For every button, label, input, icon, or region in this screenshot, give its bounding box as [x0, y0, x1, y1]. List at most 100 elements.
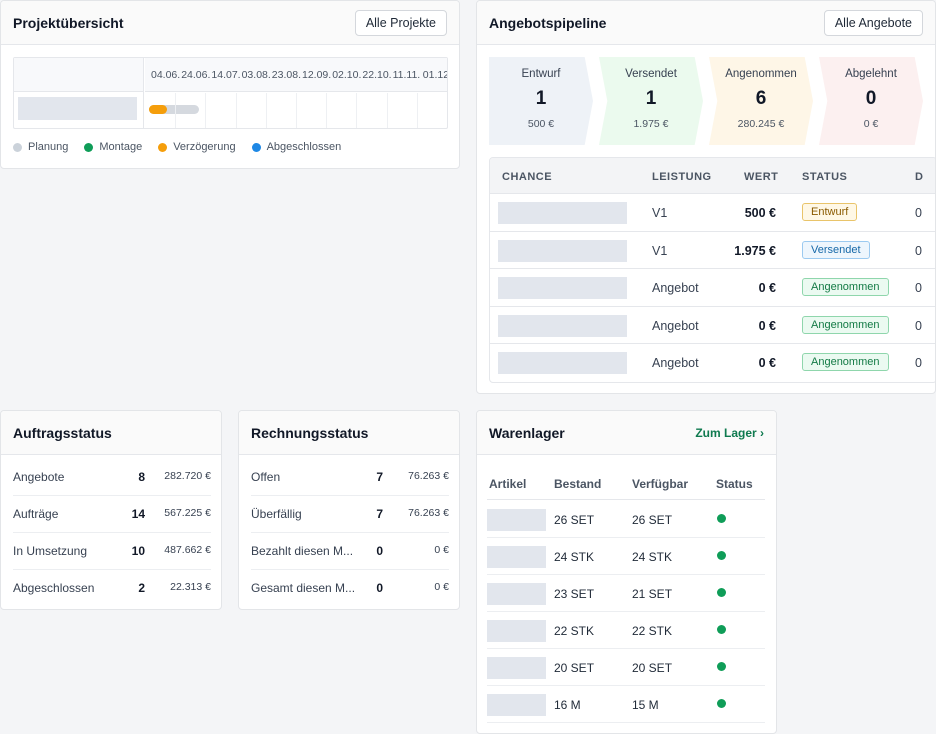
status-count: 14	[131, 507, 145, 521]
inventory-verfuegbar: 24 STK	[632, 550, 673, 564]
status-dot-icon	[717, 588, 726, 597]
status-amount: 487.662 €	[164, 544, 211, 556]
inventory-row[interactable]: 20 SET 20 SET	[487, 649, 765, 686]
col-status: Status	[716, 477, 753, 491]
stage-amount: 0 €	[863, 118, 879, 130]
gantt-date-header: 04.06. 24.06. 14.07. 03.08. 23.08. 12.09. 02.1…	[145, 58, 447, 92]
offer-leistung: V1	[652, 243, 668, 258]
inventory-bestand: 24 STK	[554, 550, 595, 564]
offer-leistung: Angebot	[652, 356, 699, 371]
status-row[interactable]: Bezahlt diesen M... 0 0 €	[251, 533, 449, 570]
stage-amount: 280.245 €	[737, 118, 785, 130]
legend-label: Planung	[28, 141, 69, 153]
chance-placeholder[interactable]	[498, 314, 627, 337]
status-amount: 76.263 €	[408, 470, 449, 482]
col-verfuegbar: Verfügbar	[632, 477, 689, 491]
legend-item: Planung	[13, 141, 68, 153]
status-label: Überfällig	[251, 507, 302, 521]
offer-row[interactable]: Angebot 0 € Angenommen 0	[490, 307, 935, 345]
gantt-gridline	[326, 93, 328, 128]
offer-table-header: CHANCE LEISTUNG WERT STATUS D	[490, 158, 935, 194]
offer-table: CHANCE LEISTUNG WERT STATUS D V1 500 € Ent…	[489, 157, 935, 383]
status-dot-icon	[717, 662, 726, 671]
status-dot-icon	[717, 551, 726, 560]
gantt-date-label: 22.10.	[362, 69, 392, 81]
article-placeholder[interactable]	[487, 546, 546, 568]
col-d: D	[915, 171, 924, 183]
col-status: STATUS	[802, 171, 848, 183]
status-row[interactable]: Überfällig 7 76.263 €	[251, 496, 449, 533]
col-artikel: Artikel	[489, 477, 527, 491]
gantt-legend: Planung Montage Verzögerung Abgeschlossen	[13, 141, 341, 153]
inventory-row[interactable]: 26 SET 26 SET	[487, 501, 765, 538]
project-overview-title: Projektübersicht	[13, 14, 124, 31]
gantt-date-label: 02.10.	[332, 69, 362, 81]
gantt-gridline	[416, 93, 418, 128]
pipeline-stage[interactable]: Entwurf 1 500 €	[489, 57, 593, 145]
offer-status-badge: Entwurf	[802, 203, 858, 221]
gantt-date-label: 14.07.	[211, 69, 241, 81]
col-bestand: Bestand	[554, 477, 602, 491]
offer-wert: 1.975 €	[734, 243, 776, 258]
status-row[interactable]: Offen 7 76.263 €	[251, 459, 449, 496]
status-amount: 0 €	[434, 581, 449, 593]
offer-leistung: V1	[652, 206, 668, 220]
gantt-project-column	[14, 58, 144, 128]
chance-placeholder[interactable]	[498, 277, 627, 300]
offer-date-truncated: 0	[915, 356, 922, 371]
article-placeholder[interactable]	[487, 694, 546, 716]
project-overview-card: Projektübersicht Alle Projekte 04.06. 24.…	[0, 0, 460, 169]
inventory-title: Warenlager	[489, 424, 565, 441]
legend-dot-icon	[84, 142, 94, 152]
project-bar-delay[interactable]	[149, 105, 167, 114]
inventory-row[interactable]: 24 STK 24 STK	[487, 538, 765, 575]
inventory-row[interactable]: 23 SET 21 SET	[487, 575, 765, 612]
inventory-header: Warenlager Zum Lager ›	[477, 411, 776, 455]
status-label: Angebote	[13, 470, 65, 484]
status-label: Offen	[251, 470, 281, 484]
inventory-row[interactable]: 16 M 15 M	[487, 686, 765, 723]
status-row[interactable]: Angebote 8 282.720 €	[13, 459, 211, 496]
article-placeholder[interactable]	[487, 509, 546, 531]
to-inventory-link[interactable]: Zum Lager ›	[695, 425, 764, 440]
stage-amount: 500 €	[527, 118, 555, 130]
project-bar-track[interactable]	[149, 105, 199, 114]
offer-row[interactable]: Angebot 0 € Angenommen 0	[490, 269, 935, 307]
inventory-bestand: 26 SET	[554, 513, 595, 527]
chance-placeholder[interactable]	[498, 202, 627, 224]
status-row[interactable]: Abgeschlossen 2 22.313 €	[13, 570, 211, 607]
article-placeholder[interactable]	[487, 620, 546, 642]
col-leistung: LEISTUNG	[652, 171, 712, 183]
status-row[interactable]: Aufträge 14 567.225 €	[13, 496, 211, 533]
offer-row[interactable]: Angebot 0 € Angenommen 0	[490, 344, 935, 382]
gantt-gridline	[296, 93, 297, 128]
all-offers-button[interactable]: Alle Angebote	[823, 9, 923, 36]
status-amount: 0 €	[434, 544, 449, 556]
order-status-title: Auftragsstatus	[13, 424, 112, 441]
offer-wert: 0 €	[758, 281, 776, 296]
chance-placeholder[interactable]	[498, 352, 627, 375]
stage-label: Entwurf	[521, 68, 561, 80]
offer-wert: 0 €	[758, 318, 776, 333]
offer-row[interactable]: V1 1.975 € Versendet 0	[490, 232, 935, 270]
invoice-status-title: Rechnungsstatus	[251, 424, 369, 441]
inventory-row[interactable]: 22 STK 22 STK	[487, 612, 765, 649]
offer-date-truncated: 0	[915, 281, 922, 296]
status-amount: 76.263 €	[408, 507, 449, 519]
pipeline-stage[interactable]: Versendet 1 1.975 €	[599, 57, 703, 145]
project-name-placeholder[interactable]	[18, 97, 137, 120]
status-row[interactable]: Gesamt diesen M... 0 0 €	[251, 570, 449, 607]
inventory-card: Warenlager Zum Lager › Artikel Bestand V…	[476, 410, 777, 734]
offer-row[interactable]: V1 500 € Entwurf 0	[490, 194, 935, 232]
status-dot-icon	[717, 625, 726, 634]
article-placeholder[interactable]	[487, 583, 546, 605]
article-placeholder[interactable]	[487, 657, 546, 679]
legend-label: Montage	[99, 141, 143, 153]
chance-placeholder[interactable]	[498, 239, 627, 262]
stage-label: Angenommen	[725, 68, 797, 80]
offer-pipeline-header: Angebotspipeline Alle Angebote	[477, 1, 935, 45]
status-row[interactable]: In Umsetzung 10 487.662 €	[13, 533, 211, 570]
all-projects-button[interactable]: Alle Projekte	[354, 9, 447, 36]
pipeline-stage[interactable]: Angenommen 6 280.245 €	[709, 57, 813, 145]
pipeline-stage[interactable]: Abgelehnt 0 0 €	[819, 57, 923, 145]
